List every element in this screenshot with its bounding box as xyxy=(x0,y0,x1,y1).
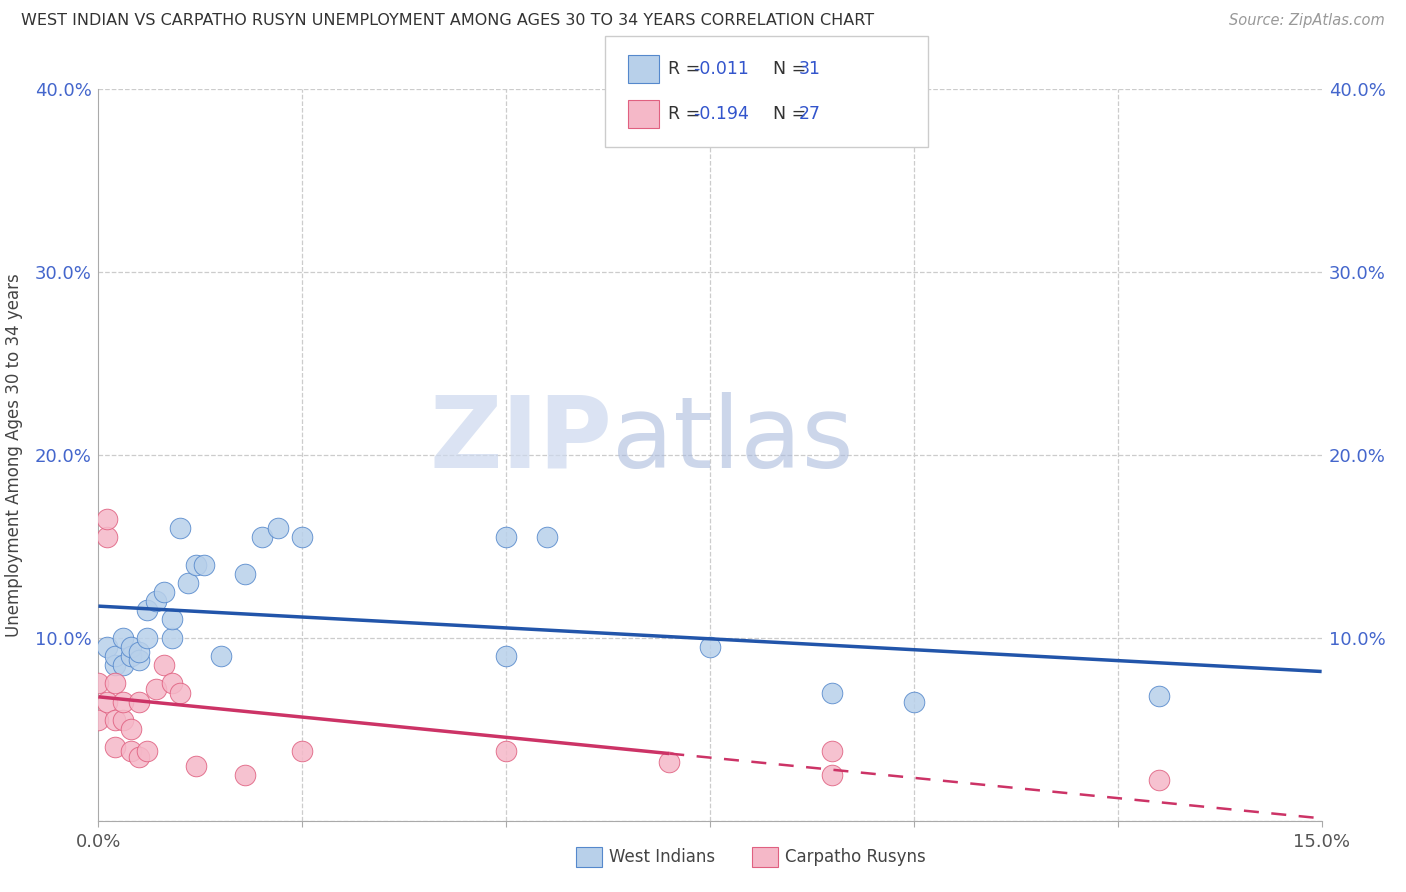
Text: N =: N = xyxy=(773,105,813,123)
Point xyxy=(250,530,273,544)
Point xyxy=(152,658,174,673)
Point xyxy=(120,640,142,654)
Point xyxy=(87,676,110,690)
Point xyxy=(169,521,191,535)
Point xyxy=(96,530,118,544)
Point xyxy=(1147,773,1170,788)
Point xyxy=(186,758,208,772)
Point xyxy=(111,713,134,727)
Text: -0.011: -0.011 xyxy=(693,60,749,78)
Point xyxy=(193,558,215,572)
Point xyxy=(209,649,232,664)
Point xyxy=(145,594,167,608)
Point xyxy=(136,631,159,645)
Point xyxy=(169,685,191,699)
Point xyxy=(536,530,558,544)
Point xyxy=(821,744,844,758)
Text: N =: N = xyxy=(773,60,813,78)
Point xyxy=(104,740,127,755)
Point xyxy=(145,681,167,696)
Point xyxy=(104,658,127,673)
Text: R =: R = xyxy=(668,60,706,78)
Point xyxy=(104,713,127,727)
Text: WEST INDIAN VS CARPATHO RUSYN UNEMPLOYMENT AMONG AGES 30 TO 34 YEARS CORRELATION: WEST INDIAN VS CARPATHO RUSYN UNEMPLOYME… xyxy=(21,13,875,29)
Point xyxy=(120,744,142,758)
Point xyxy=(152,585,174,599)
Point xyxy=(136,603,159,617)
Text: Carpatho Rusyns: Carpatho Rusyns xyxy=(785,848,925,866)
Point xyxy=(111,631,134,645)
Point xyxy=(160,613,183,627)
Text: -0.194: -0.194 xyxy=(693,105,749,123)
Point xyxy=(233,768,256,782)
Point xyxy=(267,521,290,535)
Point xyxy=(233,566,256,581)
Point xyxy=(96,640,118,654)
Point xyxy=(291,530,314,544)
Point xyxy=(291,744,314,758)
Text: Source: ZipAtlas.com: Source: ZipAtlas.com xyxy=(1229,13,1385,29)
Point xyxy=(120,649,142,664)
Point xyxy=(120,723,142,737)
Text: R =: R = xyxy=(668,105,706,123)
Point xyxy=(1147,690,1170,704)
Point xyxy=(699,640,721,654)
Text: 27: 27 xyxy=(799,105,821,123)
Point xyxy=(495,530,517,544)
Point xyxy=(104,649,127,664)
Text: ZIP: ZIP xyxy=(429,392,612,489)
Text: 31: 31 xyxy=(799,60,821,78)
Point xyxy=(104,676,127,690)
Text: atlas: atlas xyxy=(612,392,853,489)
Point xyxy=(821,685,844,699)
Point xyxy=(160,676,183,690)
Point xyxy=(96,695,118,709)
Point xyxy=(136,744,159,758)
Point xyxy=(160,631,183,645)
Point xyxy=(96,512,118,526)
Point xyxy=(186,558,208,572)
Point xyxy=(111,658,134,673)
Point xyxy=(495,744,517,758)
Point xyxy=(658,755,681,769)
Point xyxy=(111,695,134,709)
Point xyxy=(821,768,844,782)
Point xyxy=(128,645,150,659)
Point xyxy=(128,749,150,764)
Point xyxy=(495,649,517,664)
Point xyxy=(128,695,150,709)
Point xyxy=(177,576,200,591)
Text: West Indians: West Indians xyxy=(609,848,714,866)
Point xyxy=(87,713,110,727)
Y-axis label: Unemployment Among Ages 30 to 34 years: Unemployment Among Ages 30 to 34 years xyxy=(6,273,24,637)
Point xyxy=(128,653,150,667)
Point xyxy=(903,695,925,709)
